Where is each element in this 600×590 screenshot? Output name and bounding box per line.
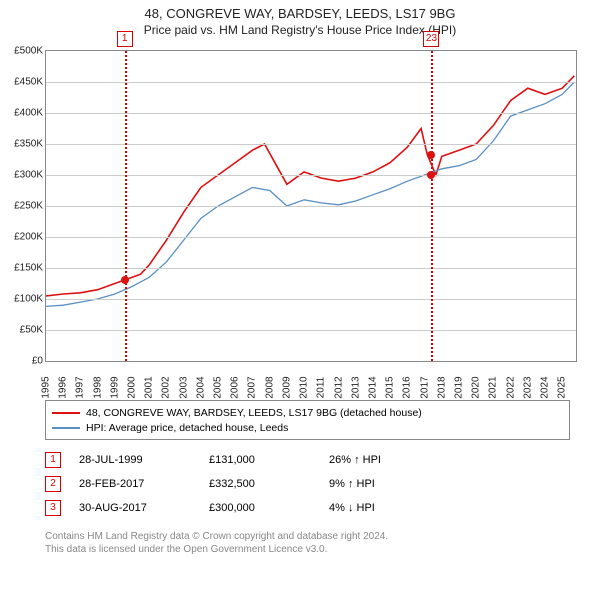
- x-tick: 2006: [230, 373, 241, 403]
- table-row: 1 28-JUL-1999 £131,000 26% ↑ HPI: [45, 448, 439, 472]
- table-row: 3 30-AUG-2017 £300,000 4% ↓ HPI: [45, 496, 439, 520]
- legend-swatch-subject: [52, 412, 80, 414]
- x-tick: 1998: [92, 373, 103, 403]
- tx-date: 28-FEB-2017: [79, 478, 209, 490]
- legend-item-hpi: HPI: Average price, detached house, Leed…: [52, 420, 563, 435]
- y-tick: £450K: [3, 77, 43, 88]
- marker-line: [431, 51, 433, 361]
- x-tick: 2019: [453, 373, 464, 403]
- tx-price: £332,500: [209, 478, 329, 490]
- x-tick: 1996: [58, 373, 69, 403]
- transaction-table: 1 28-JUL-1999 £131,000 26% ↑ HPI 2 28-FE…: [45, 448, 439, 520]
- x-tick: 2008: [264, 373, 275, 403]
- x-tick: 1999: [109, 373, 120, 403]
- x-tick: 2004: [195, 373, 206, 403]
- tx-pct: 9% ↑ HPI: [329, 478, 439, 490]
- footer-line2: This data is licensed under the Open Gov…: [45, 543, 388, 556]
- marker-dot: [427, 151, 435, 159]
- legend-label-subject: 48, CONGREVE WAY, BARDSEY, LEEDS, LS17 9…: [86, 407, 422, 419]
- y-tick: £150K: [3, 263, 43, 274]
- x-tick: 1995: [41, 373, 52, 403]
- chart: £0£50K£100K£150K£200K£250K£300K£350K£400…: [45, 50, 575, 390]
- x-tick: 2017: [419, 373, 430, 403]
- page: 48, CONGREVE WAY, BARDSEY, LEEDS, LS17 9…: [0, 0, 600, 590]
- x-tick: 2018: [436, 373, 447, 403]
- x-tick: 2014: [367, 373, 378, 403]
- table-row: 2 28-FEB-2017 £332,500 9% ↑ HPI: [45, 472, 439, 496]
- tx-date: 30-AUG-2017: [79, 502, 209, 514]
- legend-swatch-hpi: [52, 427, 80, 429]
- tx-pct: 4% ↓ HPI: [329, 502, 439, 514]
- x-tick: 2001: [144, 373, 155, 403]
- tx-marker-3: 3: [45, 500, 61, 516]
- x-tick: 2015: [385, 373, 396, 403]
- x-tick: 2010: [299, 373, 310, 403]
- x-tick: 2024: [540, 373, 551, 403]
- x-tick: 2020: [471, 373, 482, 403]
- y-tick: £0: [3, 356, 43, 367]
- x-tick: 2005: [213, 373, 224, 403]
- tx-price: £131,000: [209, 454, 329, 466]
- x-tick: 2016: [402, 373, 413, 403]
- marker-dot: [121, 276, 129, 284]
- marker-box: 23: [423, 31, 439, 47]
- marker-dot: [427, 171, 435, 179]
- x-tick: 2012: [333, 373, 344, 403]
- x-tick: 2007: [247, 373, 258, 403]
- y-tick: £500K: [3, 46, 43, 57]
- x-tick: 2009: [281, 373, 292, 403]
- y-tick: £200K: [3, 232, 43, 243]
- marker-line: [125, 51, 127, 361]
- x-tick: 1997: [75, 373, 86, 403]
- x-tick: 2025: [557, 373, 568, 403]
- y-tick: £50K: [3, 325, 43, 336]
- y-tick: £100K: [3, 294, 43, 305]
- tx-marker-2: 2: [45, 476, 61, 492]
- y-tick: £300K: [3, 170, 43, 181]
- legend: 48, CONGREVE WAY, BARDSEY, LEEDS, LS17 9…: [45, 400, 570, 440]
- x-tick: 2023: [522, 373, 533, 403]
- tx-price: £300,000: [209, 502, 329, 514]
- legend-item-subject: 48, CONGREVE WAY, BARDSEY, LEEDS, LS17 9…: [52, 405, 563, 420]
- x-tick: 2011: [316, 373, 327, 403]
- tx-marker-1: 1: [45, 452, 61, 468]
- title-line1: 48, CONGREVE WAY, BARDSEY, LEEDS, LS17 9…: [0, 0, 600, 21]
- x-tick: 2022: [505, 373, 516, 403]
- y-tick: £350K: [3, 139, 43, 150]
- x-tick: 2000: [127, 373, 138, 403]
- y-tick: £250K: [3, 201, 43, 212]
- y-tick: £400K: [3, 108, 43, 119]
- footer: Contains HM Land Registry data © Crown c…: [45, 530, 388, 556]
- tx-pct: 26% ↑ HPI: [329, 454, 439, 466]
- x-tick: 2003: [178, 373, 189, 403]
- plot-area: £0£50K£100K£150K£200K£250K£300K£350K£400…: [45, 50, 577, 362]
- x-tick: 2021: [488, 373, 499, 403]
- x-tick: 2002: [161, 373, 172, 403]
- marker-box: 1: [117, 31, 133, 47]
- title-line2: Price paid vs. HM Land Registry's House …: [0, 21, 600, 37]
- legend-label-hpi: HPI: Average price, detached house, Leed…: [86, 422, 288, 434]
- tx-date: 28-JUL-1999: [79, 454, 209, 466]
- x-tick: 2013: [350, 373, 361, 403]
- footer-line1: Contains HM Land Registry data © Crown c…: [45, 530, 388, 543]
